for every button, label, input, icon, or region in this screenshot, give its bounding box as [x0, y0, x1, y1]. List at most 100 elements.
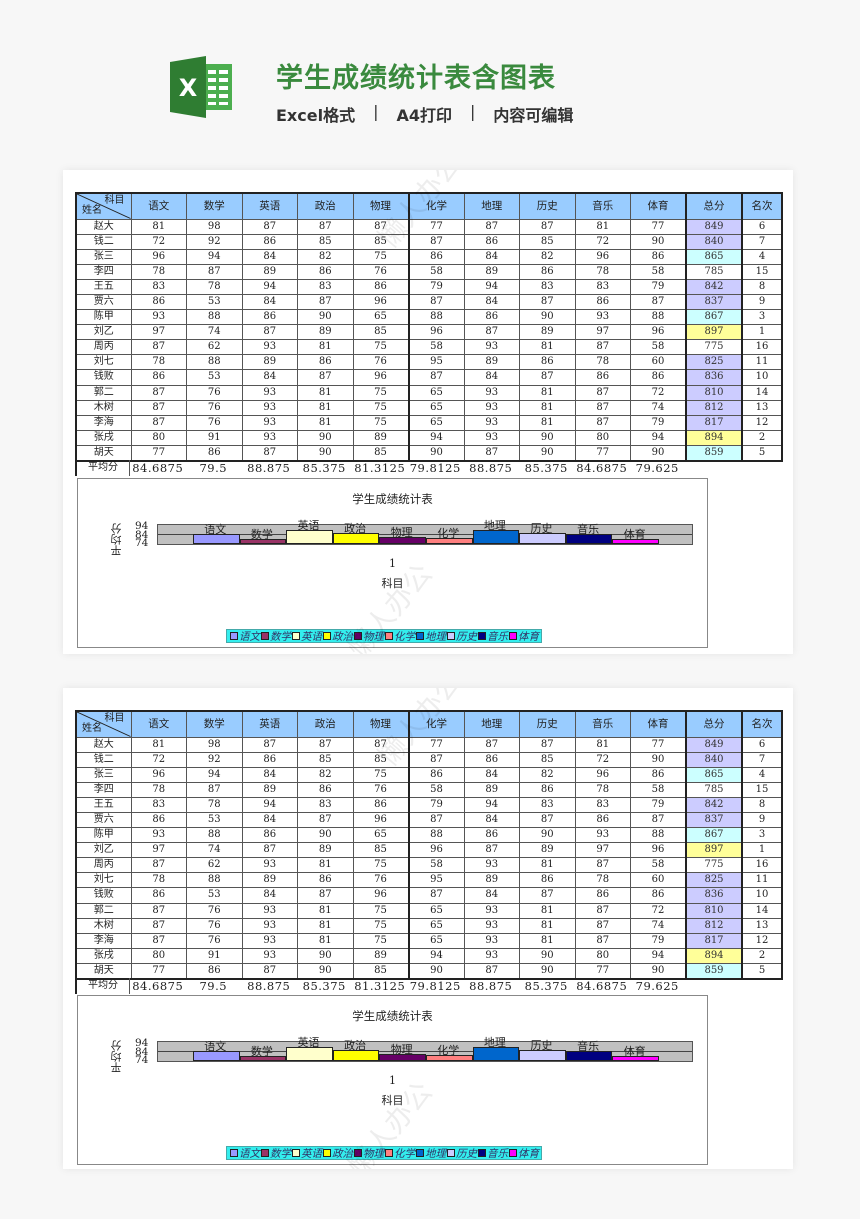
legend-swatch-icon: [385, 1149, 393, 1157]
score-cell: 93: [241, 414, 298, 431]
score-cell: 87: [186, 781, 243, 798]
score-cell: 82: [519, 766, 576, 783]
score-cell: 79: [630, 414, 687, 431]
gridline: [158, 1051, 692, 1052]
score-cell: 80: [130, 429, 187, 446]
legend-label: 物理: [363, 1147, 384, 1160]
score-cell: 90: [297, 947, 354, 964]
document-title: 学生成绩统计表含图表: [276, 63, 556, 94]
legend-item: 数学: [260, 629, 291, 644]
legend-label: 音乐: [487, 1147, 508, 1160]
score-cell: 65: [407, 917, 465, 934]
excel-logo-icon: X: [170, 56, 232, 118]
score-cell: 95: [407, 872, 465, 889]
score-cell: 77: [130, 962, 187, 980]
score-cell: 77: [630, 736, 687, 753]
score-cell: 96: [407, 842, 465, 859]
score-cell: 87: [241, 218, 298, 235]
table-row: 陈甲 93 88 86 90 65 88 86 90 93 88 867 3: [75, 309, 783, 326]
subject-header: 物理: [352, 192, 409, 220]
score-cell: 87: [130, 902, 187, 919]
subject-header: 音乐: [574, 192, 631, 220]
total-score-cell: 775: [685, 339, 743, 356]
student-name-cell: 周丙: [75, 857, 132, 874]
score-cell: 92: [186, 233, 243, 250]
score-cell: 81: [130, 736, 187, 753]
score-cell: 83: [574, 796, 631, 813]
total-score-cell: 865: [685, 248, 743, 265]
table-row: 陈甲 93 88 86 90 65 88 86 90 93 88 867 3: [75, 827, 783, 844]
average-value: 88.875: [247, 461, 291, 475]
average-value: 79.625: [635, 461, 679, 475]
average-value: 88.875: [469, 461, 513, 475]
score-cell: 86: [630, 369, 687, 386]
average-value: 81.3125: [354, 979, 406, 993]
rank-cell: 1: [741, 842, 783, 859]
score-cell: 81: [130, 218, 187, 235]
table-row: 贾六 86 53 84 87 96 87 84 87 86 87 837 9: [75, 293, 783, 311]
score-cell: 87: [130, 857, 187, 874]
student-name-cell: 刘七: [75, 872, 132, 889]
score-cell: 86: [130, 811, 187, 829]
chart-x-tick: 1: [389, 557, 396, 570]
average-value: 85.375: [302, 461, 346, 475]
chart-bar-label: 音乐: [577, 1039, 600, 1053]
table-row: 钱败 86 53 84 87 96 87 84 87 86 86 836 10: [75, 369, 783, 386]
score-cell: 87: [130, 339, 187, 356]
rank-cell: 7: [741, 233, 783, 250]
legend-item: 政治: [322, 1146, 353, 1161]
score-cell: 81: [297, 339, 354, 356]
average-value: 88.875: [247, 979, 291, 993]
table-row: 郭二 87 76 93 81 75 65 93 81 87 72 810 14: [75, 902, 783, 919]
legend-swatch-icon: [292, 1149, 300, 1157]
legend-label: 化学: [394, 630, 415, 643]
score-cell: 94: [241, 278, 298, 295]
score-cell: 92: [186, 751, 243, 768]
watermark: 懒人办公: [788, 344, 793, 456]
score-cell: 86: [297, 872, 354, 889]
chart-plot-area: [157, 524, 693, 545]
score-cell: 90: [297, 429, 354, 446]
score-cell: 77: [574, 962, 631, 980]
rank-cell: 8: [741, 278, 783, 295]
table-row: 王五 83 78 94 83 86 79 94 83 83 79 842 8: [75, 796, 783, 813]
score-cell: 90: [297, 827, 354, 844]
score-cell: 72: [130, 751, 187, 768]
chart-bar-label: 地理: [483, 518, 506, 532]
subject-header: 数学: [186, 192, 243, 220]
score-cell: 91: [186, 947, 243, 964]
score-cell: 53: [186, 811, 243, 829]
score-cell: 76: [186, 902, 243, 919]
chart-bar: [565, 533, 613, 544]
score-cell: 81: [297, 917, 354, 934]
score-cell: 94: [463, 278, 520, 295]
chart-bar-label: 语文: [204, 1039, 227, 1053]
preview-page-1: 科目 姓名 语文 数学 英语 政治 物理 化学 地理 历史 音乐 体育 总分 名次 赵大 81 98 87 8…: [63, 170, 793, 654]
table-row: 李四 78 87 89 86 76 58 89 86 78 58 785 15: [75, 781, 783, 798]
total-score-cell: 867: [685, 309, 743, 326]
rank-cell: 14: [741, 384, 783, 401]
score-cell: 93: [463, 917, 520, 934]
score-cell: 90: [297, 444, 354, 462]
preview-page-2: 科目 姓名 语文 数学 英语 政治 物理 化学 地理 历史 音乐 体育 总分 名次 赵大 81 98 87 8…: [63, 688, 793, 1169]
legend-label: 地理: [425, 1147, 446, 1160]
score-cell: 87: [297, 811, 354, 829]
student-name-cell: 王五: [75, 796, 132, 813]
score-cell: 65: [407, 399, 465, 416]
student-name-cell: 郭二: [75, 384, 132, 401]
score-cell: 93: [241, 932, 298, 949]
score-cell: 84: [241, 293, 298, 311]
score-cell: 53: [186, 887, 243, 904]
score-cell: 94: [186, 766, 243, 783]
legend-item: 英语: [291, 629, 322, 644]
score-cell: 58: [630, 781, 687, 798]
subject-header: 化学: [407, 710, 465, 738]
legend-swatch-icon: [416, 632, 424, 640]
y-tick: 94: [135, 520, 149, 532]
total-score-cell: 840: [685, 233, 743, 250]
score-cell: 86: [186, 962, 243, 980]
score-cell: 58: [630, 263, 687, 280]
average-score-chart: 学生成绩统计表 平均分 94 84 74 1 科目 语文 数学 英语 政治 物理 化学 地理…: [77, 995, 708, 1165]
legend-item: 地理: [415, 629, 446, 644]
score-cell: 87: [297, 293, 354, 311]
